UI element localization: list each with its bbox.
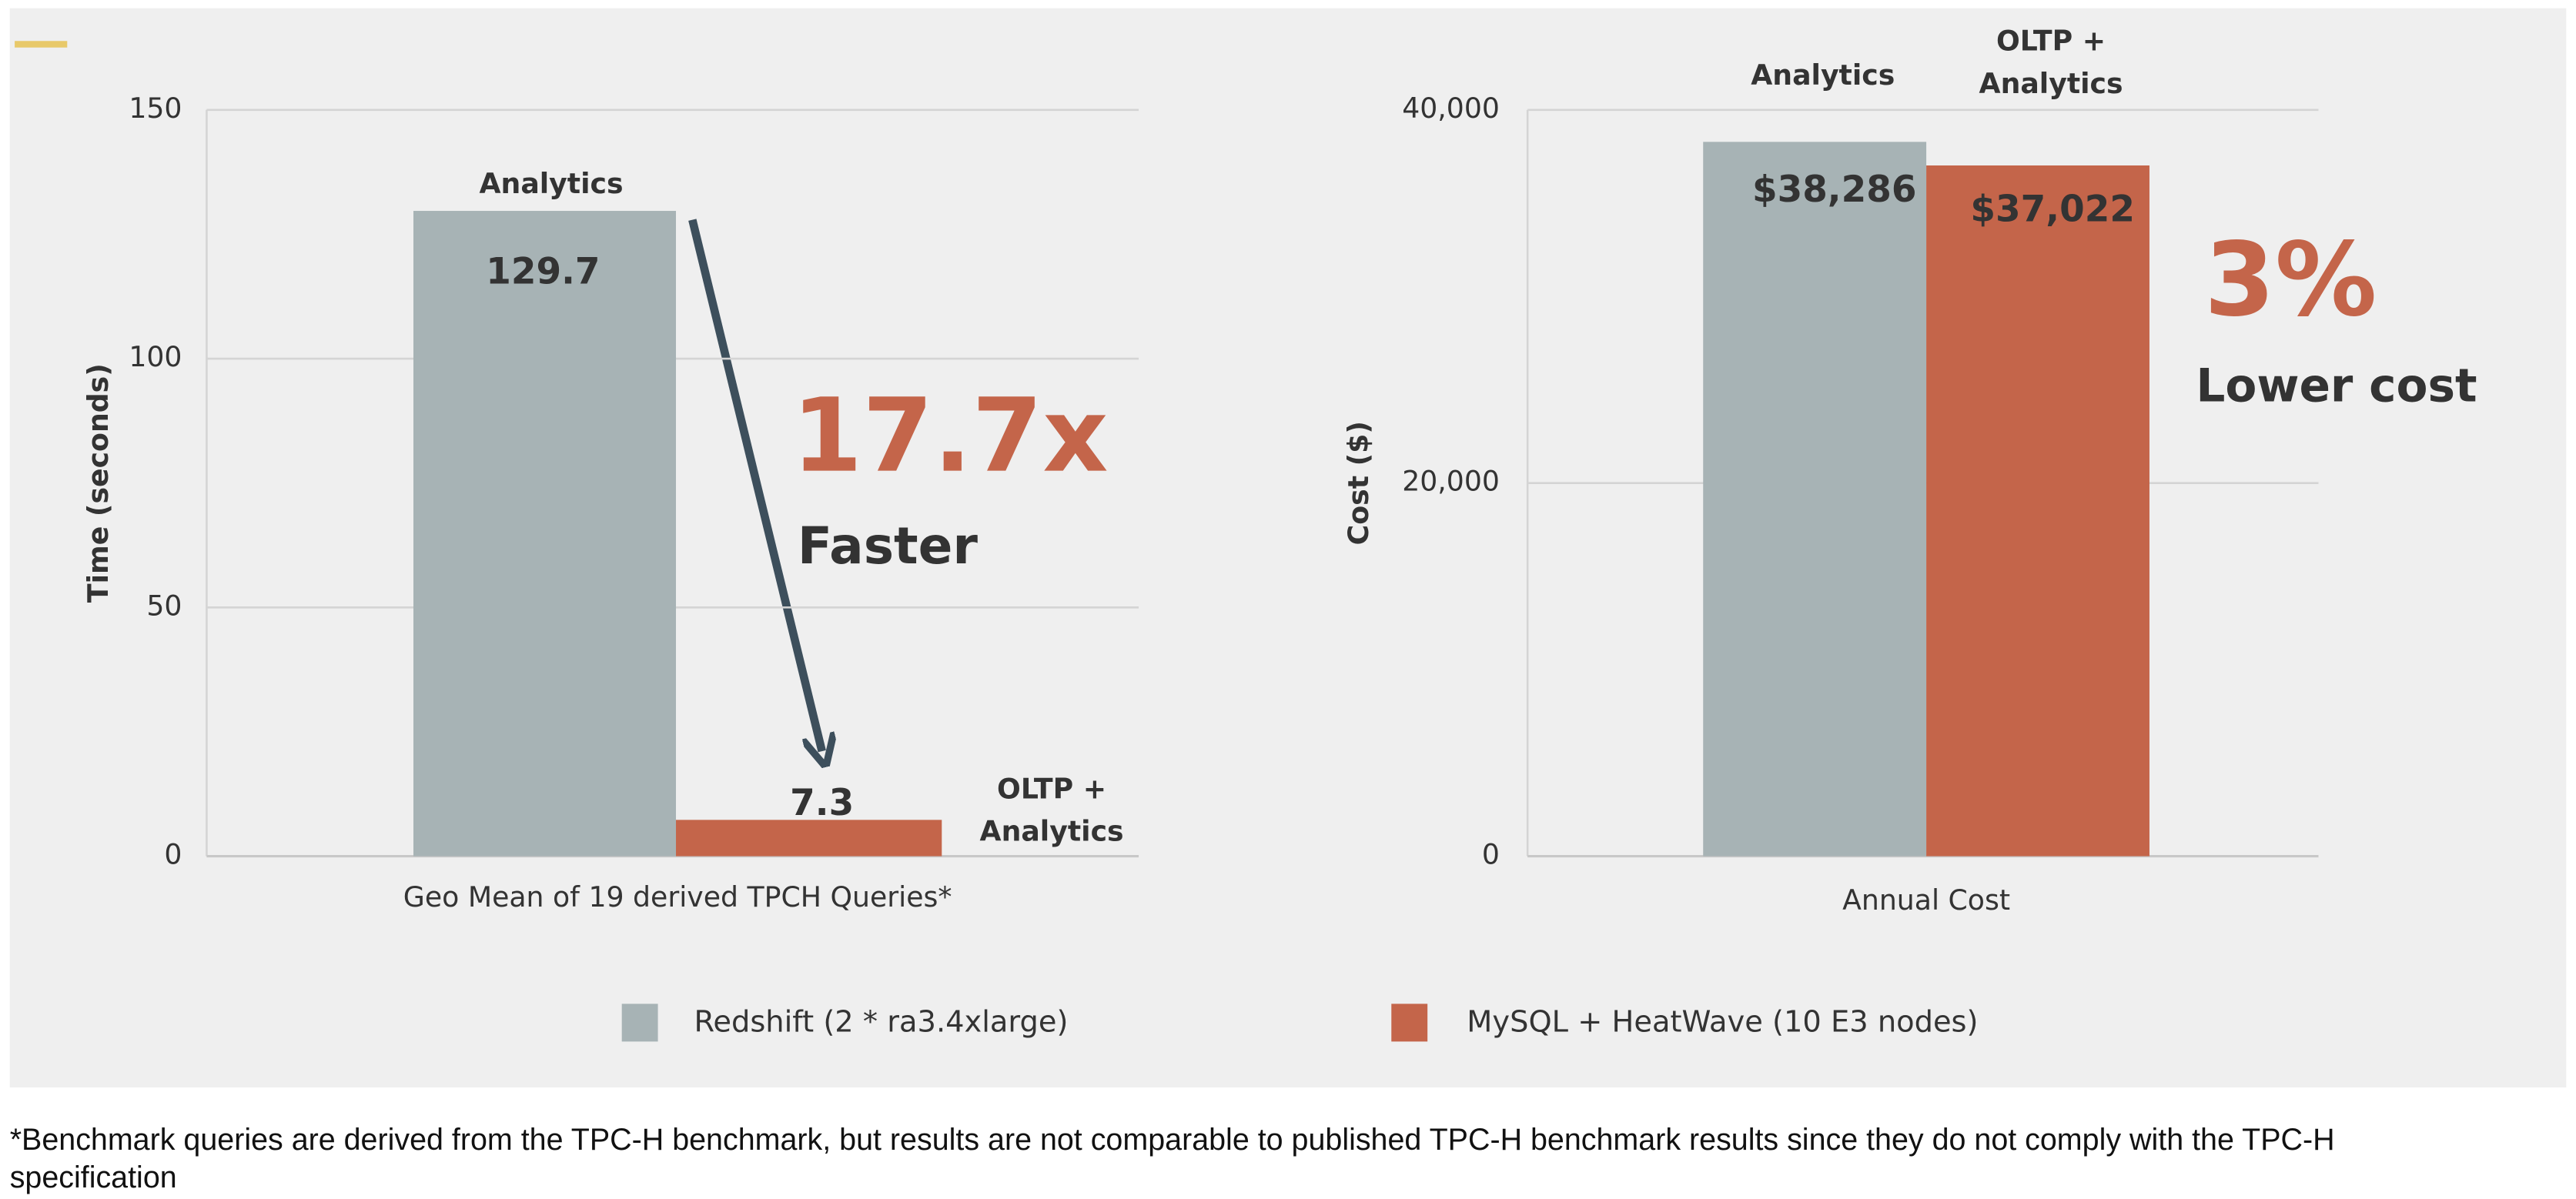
legend-swatch <box>621 1004 658 1042</box>
bar-label: Analytics <box>480 167 624 200</box>
annotation: 17.7x <box>791 377 1108 496</box>
annotation: 3% <box>2204 221 2377 339</box>
y-tick-label: 20,000 <box>1402 465 1500 498</box>
bar-label: OLTP + <box>1996 24 2106 57</box>
footnote-box: *Benchmark queries are derived from the … <box>9 1121 2335 1194</box>
legend-swatch <box>1391 1004 1428 1042</box>
y-tick-label: 0 <box>1482 838 1500 871</box>
y-axis-label: Time (seconds) <box>82 363 115 603</box>
x-tick-label: Annual Cost <box>1842 883 2010 917</box>
bar <box>1926 165 2149 857</box>
bar-label: Analytics <box>1979 67 2123 100</box>
x-tick-label: Geo Mean of 19 derived TPCH Queries* <box>403 880 952 913</box>
bar <box>413 211 677 857</box>
value-label: $38,286 <box>1752 169 1917 211</box>
y-tick-label: 50 <box>146 589 182 622</box>
y-tick-label: 0 <box>164 838 182 871</box>
bar <box>676 820 942 857</box>
panel <box>9 8 2567 1088</box>
footnote: *Benchmark queries are derived from the … <box>9 1121 2335 1194</box>
value-label: 7.3 <box>790 782 854 824</box>
bar-label: Analytics <box>980 815 1124 848</box>
value-label: $37,022 <box>1970 188 2135 230</box>
y-tick-label: 150 <box>129 92 182 125</box>
annotation: Lower cost <box>2196 360 2477 413</box>
legend-label: Redshift (2 * ra3.4xlarge) <box>694 1004 1068 1039</box>
bar-label: OLTP + <box>997 772 1106 805</box>
bar <box>1703 142 1927 857</box>
annotation: Faster <box>798 516 979 576</box>
legend-label: MySQL + HeatWave (10 E3 nodes) <box>1467 1004 1978 1039</box>
bar-label: Analytics <box>1751 58 1895 92</box>
arrow <box>688 219 821 752</box>
value-label: 129.7 <box>486 250 600 292</box>
y-axis-label: Cost ($) <box>1342 421 1375 545</box>
y-tick-label: 40,000 <box>1402 92 1500 125</box>
y-tick-label: 100 <box>129 340 182 373</box>
